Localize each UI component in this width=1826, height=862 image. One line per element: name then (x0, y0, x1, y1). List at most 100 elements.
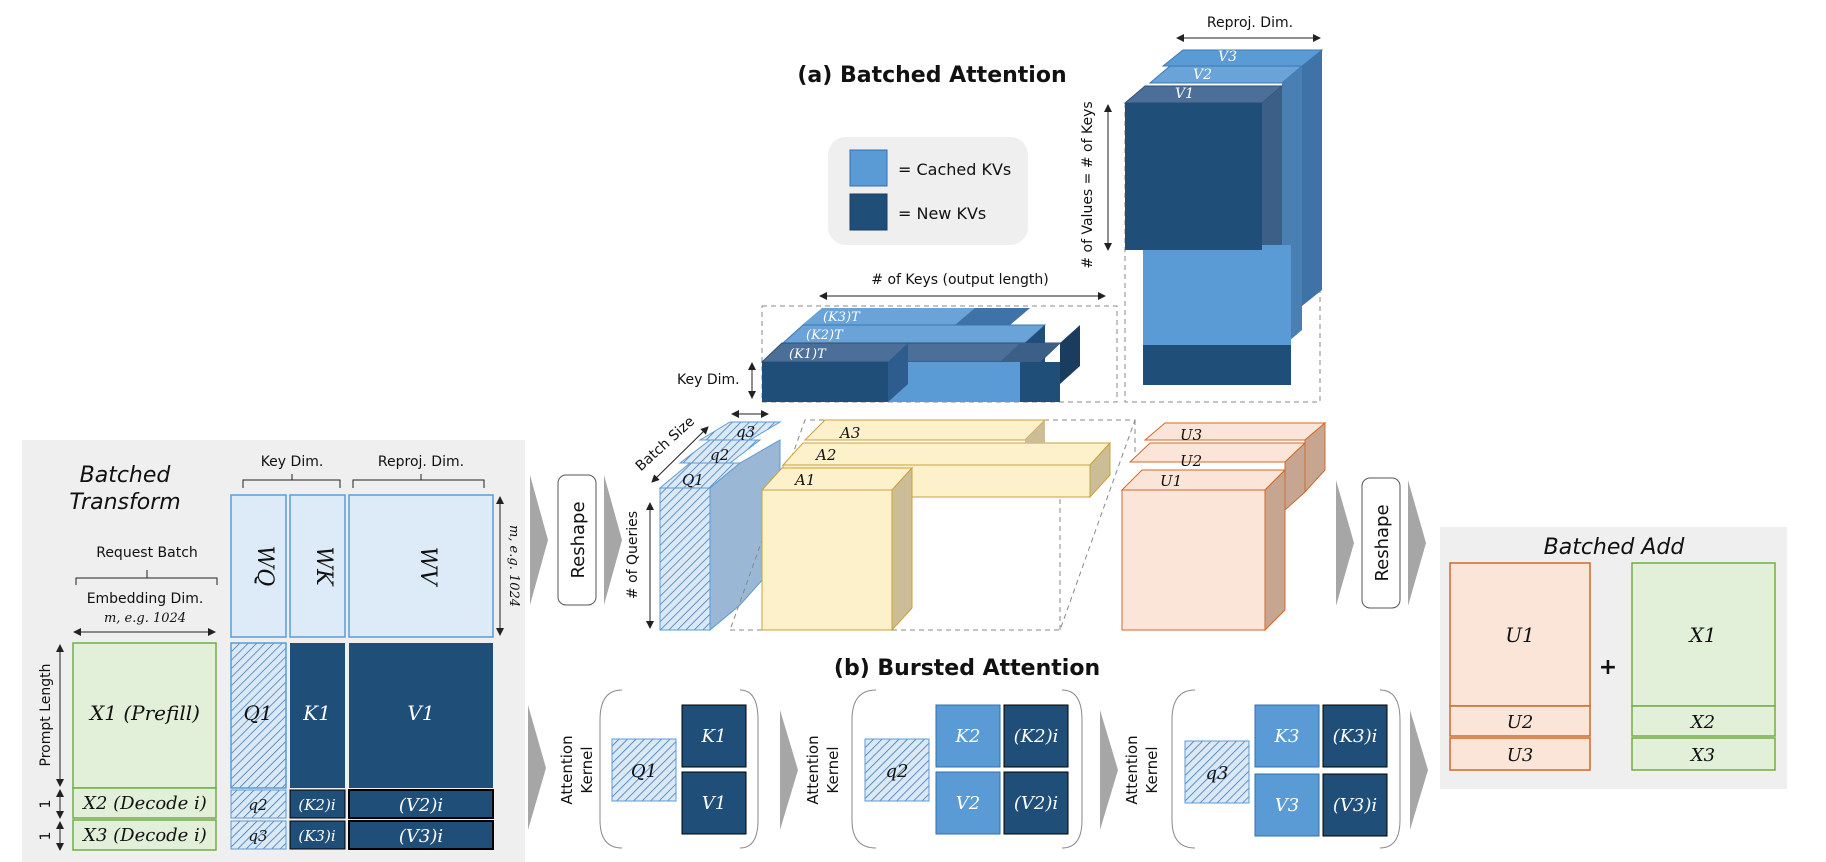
legend-cached-swatch (849, 149, 888, 187)
kernel1-k-label: K1 (701, 726, 727, 747)
kernel2-label2: Kernel (824, 746, 842, 793)
legend-new-swatch (849, 193, 888, 231)
add-x3-block (1631, 737, 1776, 771)
kernel3-ki-block (1322, 704, 1388, 768)
a1-3d-label: A1 (793, 471, 815, 489)
num-keys-label: # of Keys (output length) (871, 272, 1048, 288)
q3-block (230, 820, 287, 850)
a1-3d-block (761, 489, 893, 631)
kernel3-v-label: V3 (1275, 795, 1299, 816)
m-label: m, e.g. 1024 (104, 611, 186, 626)
values-3d-stack: Reproj. Dim. # of Values = # of Keys V3 … (1080, 15, 1324, 403)
wv-label: WV (415, 547, 440, 588)
embedding-dim-label: Embedding Dim. (87, 591, 204, 607)
kernel1-k-block (681, 704, 747, 768)
reshape-right-label: Reshape (1372, 504, 1393, 581)
kernel3-ki-label: (K3)i (1333, 726, 1378, 747)
kernel3-v-block (1254, 773, 1320, 837)
kernel3-label1: Attention (1123, 735, 1141, 804)
x3-label: X3 (Decode i) (81, 825, 207, 846)
kernel2-q-label: q2 (886, 761, 909, 782)
add-x2-label: X2 (1689, 712, 1715, 733)
kernel2-k-label: K2 (955, 726, 981, 747)
kernel3-k-block (1254, 704, 1320, 768)
k2-label: (K2)i (298, 796, 335, 814)
wv-matrix (348, 494, 494, 638)
k1-block (290, 643, 345, 788)
k2t-label: (K2)T (806, 328, 844, 343)
add-x3-label: X3 (1689, 745, 1715, 766)
add-x1-block (1631, 562, 1776, 707)
v1-label: V1 (407, 701, 434, 725)
k1-label: K1 (302, 701, 331, 725)
q1-3d-label: Q1 (682, 471, 704, 489)
plus-sign: + (1599, 655, 1617, 680)
k1t-new-block (762, 362, 888, 402)
batched-transform-title-2: Transform (69, 490, 180, 515)
add-x2-block (1631, 705, 1776, 737)
wk-matrix (289, 494, 346, 638)
kernel2-ki-block (1003, 704, 1069, 768)
kernel3-vi-label: (V3)i (1333, 795, 1377, 816)
add-u2-block (1449, 705, 1591, 737)
u1-3d-block (1121, 489, 1266, 631)
batched-add-title: Batched Add (1544, 535, 1686, 560)
bursted-attention-title: (b) Bursted Attention (834, 656, 1100, 681)
k3-label: (K3)i (298, 827, 335, 845)
v1-3d-label: V1 (1175, 86, 1194, 102)
v3-3d-label: V3 (1218, 49, 1237, 65)
kernel2-q-block (864, 738, 930, 802)
add-u3-label: U3 (1507, 745, 1534, 766)
bursted-attention-row: Attention Kernel Q1 K1 V1 Attention Kern… (528, 689, 1428, 849)
q1-label: Q1 (243, 701, 272, 725)
v1-block (349, 643, 493, 788)
reshape-right: Reshape (1336, 477, 1426, 609)
k3-block (289, 820, 346, 850)
batched-transform-panel: Batched Transform Request Batch Embeddin… (22, 440, 525, 862)
kernel2-vi-label: (V2)i (1014, 793, 1058, 814)
add-u3-block (1449, 737, 1591, 771)
reshape-left-label: Reshape (568, 501, 589, 578)
kernel1-q-block (611, 738, 677, 802)
kernel3-k-label: K3 (1274, 726, 1300, 747)
wq-label: WQ (252, 546, 277, 587)
wq-matrix (230, 494, 287, 638)
q2-block (230, 789, 287, 819)
kernel1-label2: Kernel (578, 746, 596, 793)
reshape-left: Reshape (530, 474, 622, 606)
a2-3d-label: A2 (814, 446, 836, 464)
a3-3d-label: A3 (838, 424, 860, 442)
k2-block (289, 789, 346, 819)
keys-3d-stack: # of Keys (output length) Key Dim. (K3)T… (677, 272, 1118, 403)
x2-label: X2 (Decode i) (81, 793, 207, 814)
q3-3d-label: q3 (736, 423, 755, 441)
x3-decode-block (72, 819, 217, 851)
queries-3d-stack: Batch Size # of Queries q3 q2 Q1 (625, 410, 782, 632)
k1t-label: (K1)T (789, 347, 827, 362)
batched-add-panel: Batched Add U1 U2 U3 + X1 X2 X3 (1440, 527, 1787, 789)
one-label-b: 1 (38, 832, 54, 841)
add-u1-block (1449, 562, 1591, 707)
legend: = Cached KVs = New KVs (828, 137, 1028, 245)
u2-3d-label: U2 (1180, 452, 1202, 470)
m-vertical-label: m, e.g. 1024 (506, 525, 521, 607)
kernel1-v-label: V1 (702, 793, 726, 814)
v3-block (348, 820, 494, 850)
key-dim-header: Key Dim. (261, 454, 324, 470)
kernel2-label1: Attention (804, 735, 822, 804)
kernel2-v-block (935, 771, 1001, 835)
wk-label: WK (311, 546, 336, 587)
kernel3-vi-block (1322, 773, 1388, 837)
num-queries-label: # of Queries (625, 511, 641, 599)
add-u2-label: U2 (1507, 712, 1534, 733)
v2-block (348, 789, 494, 819)
prompt-length-label: Prompt Length (38, 664, 54, 767)
reproj-dim-header: Reproj. Dim. (378, 454, 464, 470)
v-reproj-dim-label: Reproj. Dim. (1207, 15, 1293, 31)
num-values-label: # of Values = # of Keys (1080, 101, 1096, 268)
q2-label: q2 (248, 796, 267, 814)
kernel2-v-label: V2 (956, 793, 980, 814)
batched-attention-title: (a) Batched Attention (797, 63, 1066, 88)
q1-3d-block (659, 487, 711, 631)
kernel3-q-label: q3 (1206, 763, 1229, 784)
